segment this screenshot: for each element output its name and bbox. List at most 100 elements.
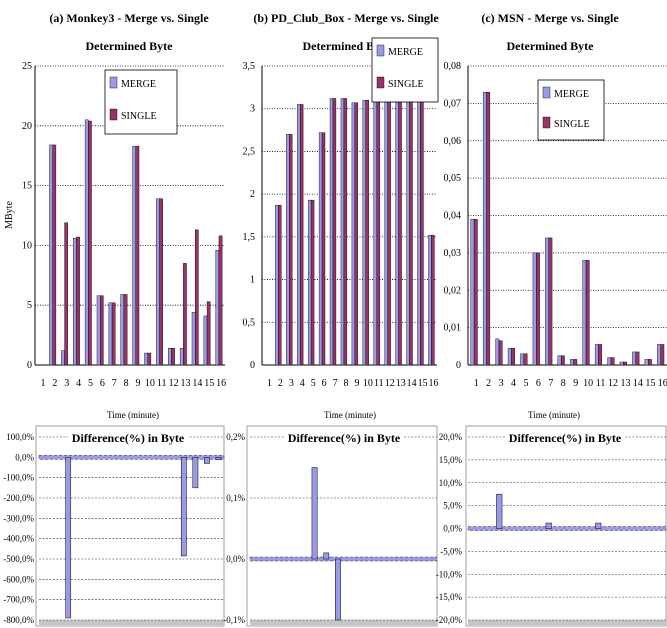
difference-bar [311, 467, 318, 560]
y-tick-label: 3 [250, 104, 255, 115]
difference-bar [180, 457, 187, 557]
floor-plane [468, 620, 666, 625]
single-bar [431, 234, 435, 366]
y-tick-label: 5 [27, 300, 32, 311]
merge-bar [507, 347, 512, 366]
panel-title: Difference(%) in Byte [509, 431, 622, 445]
single-bar [123, 294, 128, 366]
single-bar [171, 348, 175, 366]
x-tick-label: 15 [204, 378, 214, 389]
merge-bar [657, 344, 661, 366]
single-bar [206, 301, 211, 366]
merge-bar [570, 359, 574, 366]
y-tick-label: 0,1% [226, 493, 245, 503]
y-tick-label: 0 [456, 360, 461, 371]
y-tick-label: 0,01 [444, 323, 462, 334]
y-tick-label: 0,03 [444, 248, 462, 259]
merge-bar [156, 198, 160, 366]
merge-bar [607, 357, 612, 366]
x-tick-label: 4 [76, 378, 81, 389]
y-tick-label: -20,0% [436, 615, 463, 625]
single-bar [623, 361, 627, 366]
merge-bar [191, 312, 196, 366]
y-tick-label: -500,0% [3, 554, 34, 564]
single-bar [573, 359, 578, 366]
single-bar [560, 355, 565, 366]
merge-bar [582, 260, 587, 366]
x-axis-label: Time (minute) [528, 410, 580, 420]
x-tick-label: 7 [333, 378, 338, 389]
x-tick-label: 8 [344, 378, 349, 389]
single-bar [76, 236, 80, 366]
y-tick-label: 20,0% [439, 432, 463, 442]
x-tick-label: 6 [536, 378, 541, 389]
merge-bar [307, 199, 312, 366]
single-bar [648, 359, 652, 366]
single-bar [194, 229, 199, 366]
merge-bar [632, 351, 636, 366]
panel-title: Difference(%) in Byte [72, 431, 185, 445]
merge-bar [384, 99, 388, 366]
x-axis-label: Time (minute) [324, 410, 376, 420]
y-tick-label: 2,5 [243, 146, 256, 157]
single-bar [398, 101, 402, 366]
y-tick-label: -800,0% [3, 615, 34, 625]
x-tick-label: 14 [192, 378, 202, 389]
single-bar [218, 235, 223, 366]
y-tick-label: -400,0% [3, 534, 34, 544]
zero-band [467, 526, 667, 531]
y-tick-label: -10,0% [436, 569, 463, 579]
merge-bar [275, 205, 279, 366]
zero-band [38, 455, 225, 460]
single-bar [660, 344, 665, 366]
merge-bar [340, 98, 345, 366]
y-tick-label: -300,0% [3, 513, 34, 523]
x-tick-label: 6 [322, 378, 327, 389]
merge-bar [619, 361, 624, 366]
legend-label: SINGLE [121, 111, 157, 122]
legend-label: MERGE [121, 79, 156, 90]
x-tick-label: 8 [124, 378, 129, 389]
single-bar [409, 98, 413, 366]
single-bar [52, 144, 57, 366]
merge-bar [120, 294, 125, 366]
floor-plane [250, 620, 437, 625]
title-bg [68, 431, 188, 446]
difference-bar [595, 522, 602, 529]
legend-swatch [109, 76, 118, 89]
y-tick-label: 0,04 [444, 211, 462, 222]
merge-bar [297, 104, 301, 366]
merge-bar [417, 98, 421, 366]
merge-bar [495, 338, 500, 366]
single-bar [635, 351, 640, 366]
chart-subtitle: Determined Byte [507, 39, 595, 53]
y-tick-label: 1 [250, 275, 255, 286]
y-tick-label: 20 [22, 121, 32, 132]
panel-frame [246, 425, 438, 627]
difference-bar [192, 457, 199, 489]
x-tick-label: 8 [561, 378, 566, 389]
x-tick-label: 3 [64, 378, 69, 389]
chart-title: (c) MSN - Merge vs. Single [481, 11, 619, 25]
x-tick-label: 15 [645, 378, 655, 389]
single-bar [343, 98, 348, 366]
single-bar [473, 219, 478, 366]
y-tick-label: 2 [250, 189, 255, 200]
x-tick-label: 16 [429, 378, 439, 389]
merge-bar [532, 252, 537, 366]
x-tick-label: 13 [180, 378, 190, 389]
x-tick-label: 12 [385, 378, 395, 389]
single-bar [135, 145, 140, 366]
x-tick-label: 10 [583, 378, 593, 389]
y-tick-label: 0,08 [444, 61, 462, 72]
merge-bar [428, 234, 432, 366]
y-tick-label: 15 [22, 181, 32, 192]
difference-bar [545, 522, 552, 529]
merge-bar [84, 119, 89, 366]
y-tick-label: 0,06 [444, 136, 462, 147]
merge-bar [482, 91, 487, 366]
difference-bar [65, 457, 72, 619]
single-bar [536, 252, 540, 366]
x-tick-label: 4 [300, 378, 305, 389]
single-bar [585, 260, 590, 366]
